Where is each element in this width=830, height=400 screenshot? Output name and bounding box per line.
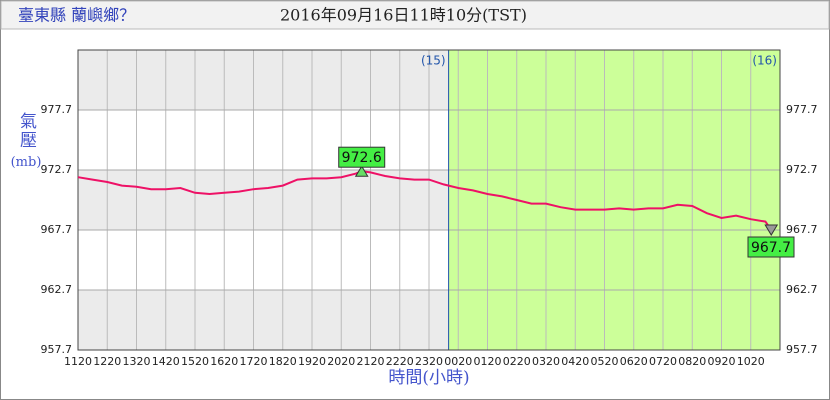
datetime: 2016年09月16日11時10分(TST) xyxy=(280,6,527,25)
y-tick-label: 962.7 xyxy=(786,283,818,296)
x-tick-label: 2020 xyxy=(327,355,355,368)
annotation-box xyxy=(338,146,386,168)
x-tick-label: 0420 xyxy=(561,355,589,368)
annotation-label: 972.6 xyxy=(342,150,382,166)
x-tick-label: 1620 xyxy=(210,355,238,368)
x-tick-label: 1720 xyxy=(240,355,268,368)
day-label: (16) xyxy=(752,54,777,68)
x-axis-label: 時間(小時) xyxy=(388,368,469,388)
x-tick-label: 0120 xyxy=(474,355,502,368)
annotation-box xyxy=(747,236,795,258)
x-tick-label: 0820 xyxy=(678,355,706,368)
x-tick-label: 0020 xyxy=(444,355,472,368)
highlight-region xyxy=(448,50,780,350)
header-bar xyxy=(0,0,830,30)
y-tick-label: 962.7 xyxy=(41,283,73,296)
day-label: (15) xyxy=(421,54,446,68)
x-tick-label: 0520 xyxy=(591,355,619,368)
x-tick-label: 0920 xyxy=(708,355,736,368)
x-tick-label: 1520 xyxy=(181,355,209,368)
y-tick-label: 967.7 xyxy=(41,223,73,236)
y-axis-label: 氣壓 xyxy=(16,112,37,150)
y-tick-label: 977.7 xyxy=(41,103,73,116)
x-tick-label: 1420 xyxy=(152,355,180,368)
pressure-line xyxy=(77,170,773,231)
x-tick-label: 2320 xyxy=(415,355,443,368)
x-tick-label: 1820 xyxy=(269,355,297,368)
x-tick-label: 0320 xyxy=(532,355,560,368)
y-tick-label: 967.7 xyxy=(786,223,818,236)
x-tick-label: 0720 xyxy=(649,355,677,368)
x-tick-label: 2120 xyxy=(357,355,385,368)
x-tick-label: 2220 xyxy=(386,355,414,368)
x-tick-label: 1120 xyxy=(64,355,92,368)
y-tick-label: 977.7 xyxy=(786,103,818,116)
max-marker xyxy=(354,165,369,177)
y-tick-label: 972.7 xyxy=(41,163,73,176)
y-tick-label: 957.7 xyxy=(786,343,818,356)
x-tick-label: 1020 xyxy=(737,355,765,368)
x-tick-label: 0220 xyxy=(503,355,531,368)
annotation-label: 967.7 xyxy=(751,240,791,256)
station-name: 臺東縣 蘭嶼鄉？ xyxy=(18,6,135,25)
y-tick-label: 957.7 xyxy=(41,343,73,356)
y-tick-label: 972.7 xyxy=(786,163,818,176)
y-axis-unit: (mb) xyxy=(11,155,42,170)
plot-border xyxy=(77,49,781,351)
x-tick-label: 1220 xyxy=(93,355,121,368)
min-marker xyxy=(764,224,779,236)
x-tick-label: 0620 xyxy=(620,355,648,368)
x-tick-label: 1920 xyxy=(298,355,326,368)
x-tick-label: 1320 xyxy=(123,355,151,368)
